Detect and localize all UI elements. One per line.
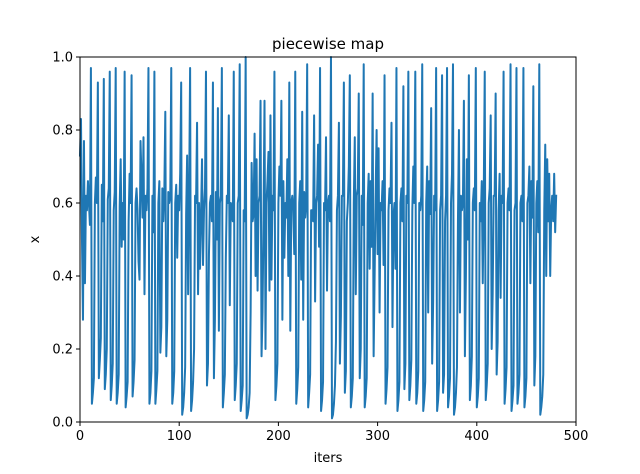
x-axis-label: iters — [314, 451, 343, 466]
y-tick-label: 0.8 — [52, 124, 73, 139]
x-tick-label: 500 — [564, 429, 589, 444]
y-tick-label: 0.0 — [52, 416, 73, 431]
x-tick-label: 100 — [167, 429, 192, 444]
x-tick-label: 0 — [76, 429, 84, 444]
y-axis-ticks: 0.0 0.2 0.4 0.6 0.8 1.0 — [52, 51, 80, 431]
y-tick-label: 1.0 — [52, 51, 73, 66]
x-tick-label: 400 — [464, 429, 489, 444]
x-tick-label: 300 — [365, 429, 390, 444]
y-tick-label: 0.2 — [52, 343, 73, 358]
plot-frame — [79, 56, 577, 423]
chart-title: piecewise map — [272, 35, 384, 53]
x-tick-label: 200 — [266, 429, 291, 444]
y-axis-label: x — [28, 235, 43, 243]
x-axis-ticks: 0 100 200 300 400 500 — [76, 422, 589, 444]
series-line — [78, 56, 558, 420]
y-tick-label: 0.4 — [52, 270, 73, 285]
y-tick-label: 0.6 — [52, 197, 73, 212]
